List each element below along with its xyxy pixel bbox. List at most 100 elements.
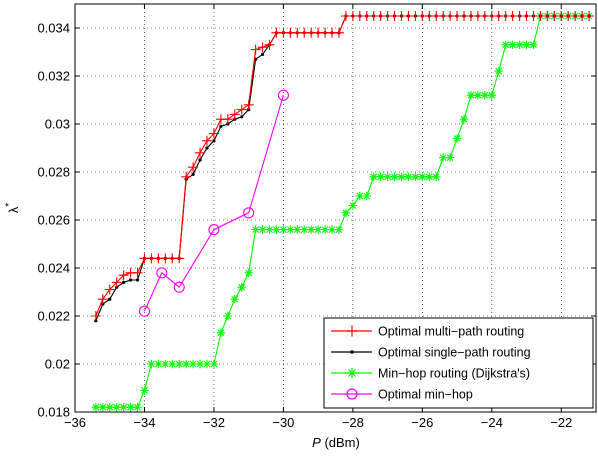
- data-point: [508, 40, 517, 49]
- y-axis-label-star: *: [4, 203, 15, 207]
- data-point: [181, 171, 192, 182]
- data-point: [390, 172, 399, 181]
- plot-frame: [74, 3, 597, 413]
- data-point: [222, 114, 233, 125]
- data-point: [362, 191, 371, 201]
- data-point: [383, 172, 392, 181]
- data-point: [459, 115, 469, 124]
- data-point: [209, 359, 219, 369]
- y-tick-label: 0.032: [37, 69, 70, 84]
- data-point: [119, 403, 128, 412]
- y-tick-label: 0.034: [37, 21, 70, 36]
- data-point: [122, 280, 126, 284]
- y-axis-label-symbol: λ: [6, 206, 21, 213]
- data-point: [265, 225, 274, 234]
- data-point: [243, 99, 254, 110]
- data-point: [161, 359, 170, 369]
- data-point: [230, 295, 239, 304]
- data-point: [105, 403, 114, 412]
- data-point: [90, 311, 101, 321]
- legend-marker-single-path: [350, 350, 354, 354]
- data-point: [260, 52, 265, 57]
- data-point: [111, 277, 122, 288]
- data-point: [397, 172, 406, 181]
- data-point: [104, 284, 115, 295]
- data-point: [191, 172, 195, 176]
- data-point: [487, 91, 496, 100]
- y-tick-label: 0.026: [37, 213, 70, 228]
- data-point: [251, 225, 260, 234]
- legend-entry-min-hop-dijkstra: Min−hop routing (Dijkstra's): [331, 367, 530, 381]
- data-point: [293, 225, 302, 234]
- data-point: [202, 359, 212, 369]
- data-point: [175, 359, 184, 369]
- data-point: [369, 172, 378, 181]
- data-point: [584, 11, 595, 21]
- data-point: [445, 153, 455, 162]
- data-point: [188, 359, 198, 369]
- data-point: [108, 297, 112, 301]
- data-point: [208, 128, 219, 139]
- data-point: [300, 225, 309, 234]
- data-point: [501, 40, 510, 49]
- x-tick-label: −36: [64, 415, 86, 430]
- data-point: [133, 403, 142, 412]
- data-point: [333, 27, 344, 38]
- x-axis-label-unit: (dBm): [321, 435, 360, 450]
- data-point: [432, 172, 441, 181]
- y-tick-label: 0.024: [37, 261, 70, 276]
- data-point: [279, 225, 288, 234]
- data-point: [181, 359, 191, 369]
- data-point: [334, 225, 344, 234]
- data-point: [277, 89, 289, 101]
- data-point: [327, 225, 337, 234]
- x-tick-label: −34: [133, 415, 155, 430]
- data-point: [219, 124, 223, 128]
- y-tick-label: 0.02: [45, 357, 70, 372]
- data-point: [173, 281, 185, 293]
- data-point: [348, 201, 358, 210]
- data-point: [97, 294, 108, 305]
- data-point: [376, 172, 385, 181]
- svg-text:λ*: λ*: [4, 203, 21, 214]
- data-point: [244, 268, 253, 277]
- data-point: [91, 403, 101, 412]
- x-axis-label-var: P: [312, 435, 321, 450]
- series-optimal-min-hop: [138, 89, 289, 317]
- data-point: [515, 40, 524, 49]
- data-point: [132, 267, 143, 278]
- y-tick-label: 0.018: [37, 405, 70, 420]
- legend-entry-optimal-min-hop: Optimal min−hop: [331, 388, 473, 402]
- data-point: [135, 278, 140, 282]
- legend-marker-multi-path: [346, 325, 358, 337]
- data-point: [205, 146, 209, 150]
- data-point: [258, 225, 267, 234]
- legend-label-single-path: Optimal single−path routing: [378, 346, 531, 360]
- data-point: [473, 91, 483, 100]
- data-point: [286, 225, 295, 234]
- y-axis-label: λ*: [4, 203, 21, 214]
- data-point: [240, 115, 244, 119]
- data-point: [195, 147, 206, 158]
- x-tick-label: −24: [481, 415, 503, 430]
- data-point: [250, 44, 261, 55]
- data-point: [195, 359, 205, 369]
- data-point: [257, 42, 268, 53]
- data-point: [272, 225, 281, 234]
- data-point: [480, 91, 490, 100]
- data-point: [466, 91, 476, 100]
- x-tick-label: −32: [203, 415, 225, 430]
- data-point: [264, 39, 275, 50]
- x-axis-label: P (dBm): [312, 435, 360, 450]
- series-layer: [90, 11, 595, 412]
- data-point: [168, 359, 177, 369]
- series-multi-path: [90, 11, 595, 321]
- data-point: [404, 172, 413, 181]
- data-point: [236, 104, 247, 115]
- data-point: [243, 207, 255, 219]
- data-point: [212, 139, 216, 143]
- data-point: [425, 172, 434, 181]
- data-point: [126, 403, 135, 412]
- data-point: [138, 305, 151, 317]
